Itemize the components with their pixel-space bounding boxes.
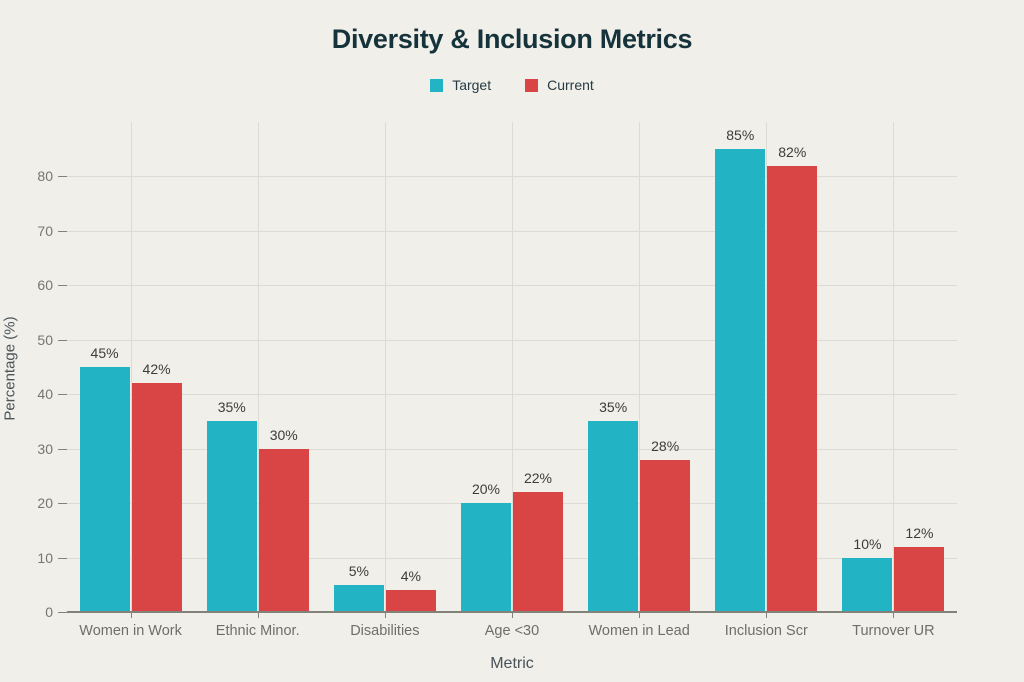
x-tick-mark — [893, 612, 895, 618]
x-tick-label: Women in Lead — [588, 623, 690, 639]
bar-target — [206, 421, 257, 612]
y-axis-title: Percentage (%) — [1, 316, 19, 421]
y-tick-label: 60 — [37, 277, 53, 294]
bar-current — [513, 492, 563, 612]
bar-value-label: 85% — [726, 127, 755, 144]
bar-value-label: 45% — [90, 345, 119, 361]
x-axis-title: Metric — [490, 655, 534, 672]
x-tick-mark — [257, 612, 259, 618]
x-tick-label: Ethnic Minor. — [215, 623, 300, 639]
y-tick-label: 0 — [45, 604, 53, 620]
bar-value-label: 10% — [853, 535, 882, 552]
legend-swatch-target-icon — [430, 78, 444, 92]
y-tick-label: 30 — [37, 440, 53, 457]
bar-current — [131, 383, 182, 612]
y-tick-label: 10 — [37, 549, 53, 566]
gridline-vertical — [257, 122, 259, 612]
bar-value-label: 30% — [269, 426, 298, 443]
legend-label-target: Target — [452, 77, 492, 93]
bar-value-label: 22% — [523, 470, 553, 487]
y-tick-label: 70 — [37, 222, 53, 239]
x-tick-label: Disabilities — [350, 623, 420, 639]
y-tick-label: 40 — [37, 386, 53, 403]
gridline-vertical — [384, 122, 386, 612]
x-tick-label: Women in Work — [79, 623, 182, 639]
bar-value-label: 82% — [778, 143, 807, 160]
bar-value-label: 12% — [905, 524, 934, 541]
x-tick-mark — [384, 612, 386, 618]
bar-target — [588, 421, 639, 612]
y-tick-mark — [58, 503, 67, 505]
gridline-vertical — [893, 122, 895, 612]
x-tick-mark — [639, 612, 641, 618]
gridline-vertical — [766, 122, 768, 612]
y-tick-mark — [58, 285, 67, 287]
y-tick-mark — [58, 612, 67, 613]
x-tick-label: Age <30 — [484, 623, 540, 639]
bar-target — [715, 149, 766, 612]
gridline-vertical — [639, 122, 641, 612]
y-tick-mark — [58, 176, 67, 178]
bar-value-label: 35% — [599, 399, 628, 416]
bar-value-label: 28% — [651, 437, 680, 454]
legend: Target Current — [0, 77, 1024, 93]
bar-current — [258, 448, 309, 612]
y-tick-mark — [58, 557, 67, 559]
x-tick-mark — [766, 612, 768, 618]
y-tick-mark — [58, 394, 67, 396]
bar-current — [640, 459, 691, 612]
bar-target — [842, 557, 893, 612]
bar-target — [333, 584, 384, 612]
y-tick-mark — [58, 448, 67, 450]
bar-current — [385, 590, 436, 612]
legend-label-current: Current — [547, 77, 594, 93]
x-tick-mark — [130, 612, 132, 618]
bar-current — [894, 546, 945, 612]
bar-value-label: 4% — [400, 568, 421, 585]
y-tick-label: 50 — [37, 331, 53, 348]
chart-title: Diversity & Inclusion Metrics — [331, 24, 693, 54]
x-tick-label: Inclusion Scr — [724, 623, 808, 639]
y-tick-mark — [58, 339, 67, 341]
x-tick-mark — [512, 612, 513, 618]
legend-item-current: Current — [525, 77, 594, 93]
y-tick-mark — [58, 230, 67, 232]
bar-value-label: 5% — [348, 562, 369, 579]
bar-target — [461, 503, 511, 612]
y-tick-label: 20 — [37, 495, 53, 512]
legend-swatch-current-icon — [525, 78, 539, 92]
gridline-vertical — [130, 122, 132, 612]
x-tick-label: Turnover UR — [852, 623, 935, 639]
bar-target — [79, 367, 130, 612]
bar-value-label: 42% — [142, 361, 171, 378]
bar-value-label: 20% — [471, 481, 501, 498]
legend-item-target: Target — [430, 77, 491, 93]
x-axis-line — [67, 611, 957, 613]
y-tick-label: 80 — [37, 168, 53, 185]
bar-current — [767, 165, 818, 612]
bar-value-label: 35% — [217, 399, 246, 416]
gridline-vertical — [512, 122, 513, 612]
